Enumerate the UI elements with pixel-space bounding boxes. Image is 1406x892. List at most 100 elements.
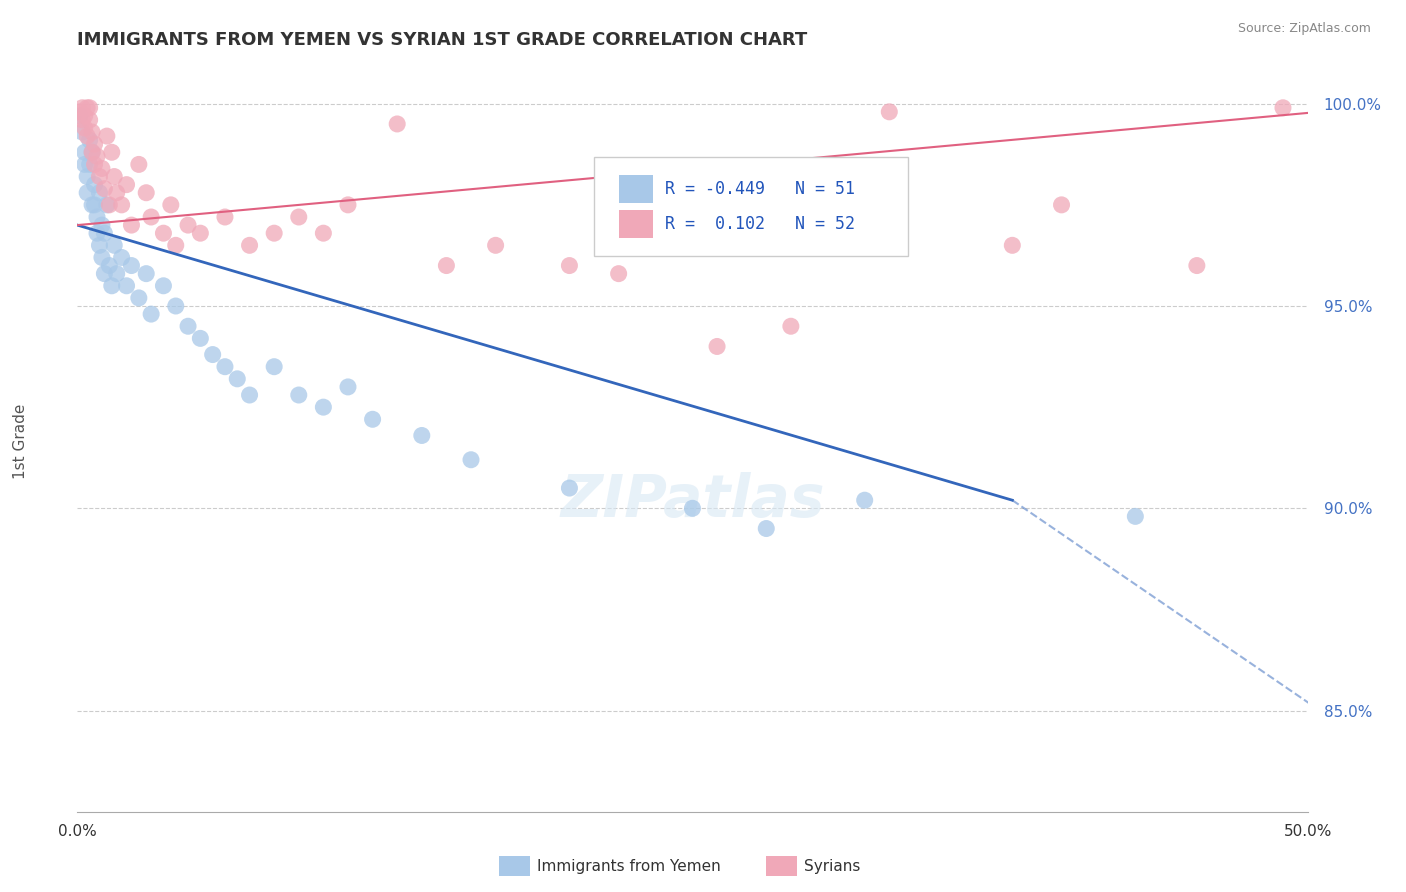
Point bbox=[86, 210, 108, 224]
Point bbox=[73, 109, 96, 123]
Point bbox=[755, 522, 778, 536]
Point bbox=[141, 210, 163, 224]
Point bbox=[135, 186, 157, 200]
Point bbox=[288, 388, 311, 402]
Point bbox=[263, 226, 285, 240]
Point bbox=[239, 238, 262, 252]
Text: Source: ZipAtlas.com: Source: ZipAtlas.com bbox=[1237, 22, 1371, 36]
Point bbox=[90, 161, 114, 176]
Point bbox=[558, 259, 581, 273]
Point bbox=[96, 129, 118, 144]
Point bbox=[263, 359, 285, 374]
Point bbox=[83, 157, 105, 171]
Point bbox=[1272, 101, 1295, 115]
FancyBboxPatch shape bbox=[595, 156, 908, 257]
Text: Syrians: Syrians bbox=[804, 859, 860, 873]
Point bbox=[76, 186, 98, 200]
Point bbox=[879, 104, 901, 119]
Point bbox=[73, 145, 96, 160]
Point bbox=[89, 169, 111, 184]
Point bbox=[93, 182, 115, 196]
Point bbox=[105, 267, 128, 281]
Point bbox=[337, 380, 360, 394]
Point bbox=[70, 112, 93, 127]
Point bbox=[115, 178, 138, 192]
Point bbox=[165, 299, 187, 313]
Point bbox=[460, 452, 482, 467]
Point bbox=[82, 145, 104, 160]
Point bbox=[73, 120, 96, 135]
Point bbox=[115, 278, 138, 293]
Point bbox=[141, 307, 163, 321]
Point bbox=[83, 137, 105, 152]
Point bbox=[1001, 238, 1024, 252]
Point bbox=[103, 238, 125, 252]
Point bbox=[682, 501, 704, 516]
Point bbox=[89, 186, 111, 200]
Point bbox=[558, 481, 581, 495]
Point bbox=[76, 129, 98, 144]
Text: R = -0.449   N = 51: R = -0.449 N = 51 bbox=[665, 180, 855, 198]
Point bbox=[111, 198, 132, 212]
Point bbox=[361, 412, 384, 426]
Point bbox=[411, 428, 433, 442]
Point bbox=[86, 149, 108, 163]
Point bbox=[70, 101, 93, 115]
FancyBboxPatch shape bbox=[619, 210, 654, 238]
Text: ZIPatlas: ZIPatlas bbox=[560, 472, 825, 529]
Point bbox=[160, 198, 183, 212]
Point bbox=[69, 104, 91, 119]
Point bbox=[288, 210, 311, 224]
Point bbox=[82, 125, 104, 139]
Point bbox=[165, 238, 187, 252]
Text: Immigrants from Yemen: Immigrants from Yemen bbox=[537, 859, 721, 873]
Point bbox=[188, 226, 212, 240]
Point bbox=[90, 251, 114, 265]
Point bbox=[96, 198, 118, 212]
Point bbox=[79, 101, 101, 115]
Point bbox=[79, 157, 101, 171]
Point bbox=[82, 145, 104, 160]
Point bbox=[201, 347, 224, 361]
Point bbox=[70, 125, 93, 139]
Point bbox=[121, 259, 143, 273]
Point bbox=[239, 388, 262, 402]
Point bbox=[135, 267, 157, 281]
Point bbox=[214, 359, 236, 374]
Point bbox=[69, 109, 91, 123]
Point bbox=[103, 169, 125, 184]
Point bbox=[79, 112, 101, 127]
Point bbox=[312, 226, 335, 240]
Text: IMMIGRANTS FROM YEMEN VS SYRIAN 1ST GRADE CORRELATION CHART: IMMIGRANTS FROM YEMEN VS SYRIAN 1ST GRAD… bbox=[77, 31, 807, 49]
Point bbox=[830, 198, 852, 212]
Point bbox=[214, 210, 236, 224]
Point bbox=[98, 198, 121, 212]
Point bbox=[152, 226, 174, 240]
Point bbox=[82, 198, 104, 212]
Point bbox=[83, 198, 105, 212]
Text: 1st Grade: 1st Grade bbox=[13, 404, 28, 479]
Point bbox=[101, 278, 124, 293]
Point bbox=[93, 267, 115, 281]
Point bbox=[780, 319, 803, 334]
Point bbox=[226, 372, 249, 386]
Point bbox=[90, 218, 114, 232]
Point bbox=[101, 145, 124, 160]
Point bbox=[128, 157, 150, 171]
Point bbox=[1050, 198, 1073, 212]
Text: R =  0.102   N = 52: R = 0.102 N = 52 bbox=[665, 215, 855, 233]
Point bbox=[706, 339, 728, 353]
Point bbox=[177, 319, 200, 334]
Point bbox=[86, 226, 108, 240]
Point bbox=[105, 186, 128, 200]
FancyBboxPatch shape bbox=[619, 175, 654, 203]
Point bbox=[312, 400, 335, 414]
Point bbox=[121, 218, 143, 232]
Point bbox=[188, 331, 212, 345]
Point bbox=[152, 278, 174, 293]
Point bbox=[177, 218, 200, 232]
Point bbox=[89, 238, 111, 252]
Point bbox=[1185, 259, 1208, 273]
Point bbox=[607, 267, 630, 281]
Point bbox=[385, 117, 409, 131]
